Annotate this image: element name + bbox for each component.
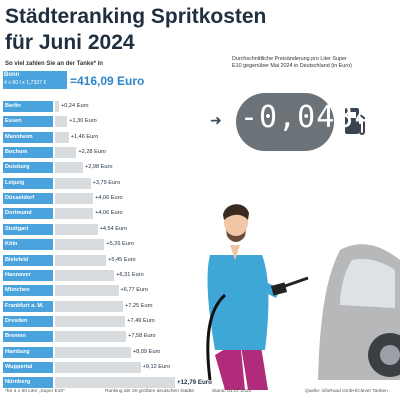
highlight-value: =416,09 Euro [70, 74, 145, 88]
source-note: Quelle: infoRoad GmbH/Clever Tanken [305, 389, 388, 394]
cost-value-label: +2,28 Euro [78, 149, 106, 156]
highlight-city-box [3, 71, 67, 89]
highlight-formula: 4 x 60 l x 1,7337 € [4, 80, 47, 86]
cost-value-label: +4,06 Euro [95, 195, 123, 202]
city-label: Nürnberg [3, 377, 53, 389]
cost-value-label: +5,45 Euro [108, 256, 136, 263]
city-label: München [3, 285, 53, 297]
cost-bar [55, 223, 98, 235]
cost-bar [55, 315, 126, 327]
price-change-value: -0,0434 [240, 100, 374, 135]
arrow-right-icon: ➜ [210, 112, 222, 128]
fuel-pump-icon [345, 108, 365, 135]
cost-value-label: +1,46 Euro [70, 133, 99, 140]
date-note: Stand: 01.07.2024 [212, 389, 252, 394]
man-illustration [206, 204, 309, 390]
display-fill [265, 93, 305, 151]
ranking-note: Ranking der 20 größten deutschen Städte [105, 389, 195, 394]
cost-value-label: +6,31 Euro [116, 271, 144, 278]
cost-value-label: +12,79 Euro [177, 379, 212, 387]
cost-bar [55, 377, 175, 389]
cost-bar [55, 208, 94, 220]
title-line-1: Städteranking Spritkosten [5, 5, 267, 28]
price-change-description: Durchschnittliche Preisänderung pro Lite… [232, 56, 352, 69]
cost-bar [55, 285, 119, 297]
cost-value-label: +7,25 Euro [125, 302, 153, 309]
cost-bar [55, 193, 94, 205]
city-label: Berlin [3, 101, 53, 112]
cost-value-label: +7,58 Euro [128, 333, 156, 340]
car-illustration [318, 244, 400, 380]
subtitle: So viel zahlen Sie an der Tanke* in [5, 61, 103, 67]
title-line-2: für Juni 2024 [5, 31, 135, 54]
city-label: Duisburg [3, 162, 53, 174]
cost-value-label: +1,30 Euro [69, 118, 97, 125]
highlight-city: Bonn [4, 72, 20, 78]
cost-bar [55, 131, 69, 143]
cost-bar [55, 346, 131, 358]
cost-bar [55, 147, 77, 159]
cost-value-label: +0,24 Euro [61, 103, 89, 109]
cost-value-label: +2,98 Euro [84, 164, 113, 171]
cost-value-label: +9,12 Euro [142, 363, 171, 370]
cost-bar [55, 254, 107, 266]
city-label: Düsseldorf [3, 193, 53, 205]
city-label: Leipzig [3, 177, 53, 189]
cost-value-label: +5,26 Euro [106, 241, 134, 248]
city-label: Bremen [3, 331, 53, 343]
cost-value-label: +3,79 Euro [92, 179, 121, 186]
cost-value-label: +8,09 Euro [132, 348, 161, 355]
cost-value-label: +4,06 Euro [95, 210, 123, 217]
cost-value-label: +7,49 Euro [127, 317, 155, 324]
city-label: Frankfurt a. M. [3, 300, 53, 312]
city-label: Dortmund [3, 208, 53, 220]
city-label: Bielefeld [3, 254, 53, 266]
footnote: *für 4 x 60 Liter „Super E10" [5, 389, 65, 394]
illustration [206, 204, 400, 390]
city-label: Essen [3, 116, 53, 128]
city-label: Stuttgart [3, 223, 53, 235]
city-label: Wuppertal [3, 361, 53, 373]
cost-bar [55, 331, 127, 343]
cost-bar [55, 361, 141, 373]
city-label: Hamburg [3, 346, 53, 358]
cost-bar [55, 177, 91, 189]
city-label: Köln [3, 239, 53, 251]
city-label: Bochum [3, 147, 53, 159]
cost-bar [55, 300, 124, 312]
cost-value-label: +4,54 Euro [99, 225, 128, 232]
cost-bar [55, 101, 59, 112]
cost-value-label: +6,77 Euro [120, 287, 149, 294]
ranking-chart: Berlin +0,24 Euro Essen +1,30 Euro Mannheim +… [3, 101, 212, 389]
price-change-display [236, 93, 365, 151]
cost-bar [55, 269, 115, 281]
city-label: Dresden [3, 315, 53, 327]
city-label: Hannover [3, 269, 53, 281]
city-label: Mannheim [3, 131, 53, 143]
cost-bar [55, 162, 83, 174]
cost-bar [55, 239, 105, 251]
cost-bar [55, 116, 68, 128]
